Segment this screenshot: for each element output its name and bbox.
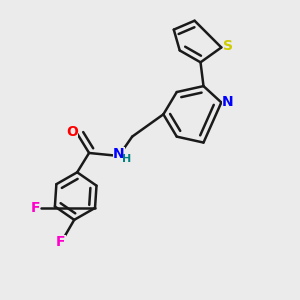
Text: O: O — [66, 125, 78, 139]
Text: S: S — [223, 39, 233, 53]
Text: F: F — [31, 201, 40, 215]
Text: H: H — [122, 154, 131, 164]
Text: N: N — [222, 95, 234, 110]
Text: N: N — [113, 148, 124, 161]
Text: F: F — [56, 235, 66, 249]
